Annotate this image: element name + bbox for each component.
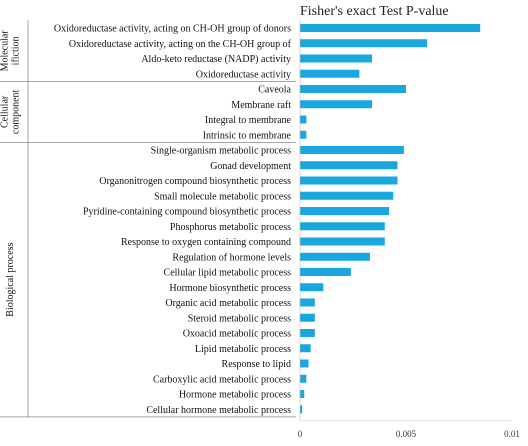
category-label: Gonad development (210, 161, 291, 172)
category-label: Single-organism metabolic process (151, 146, 291, 157)
group-labels-group: Molecular ifiction Cellular component Biolog… (0, 20, 296, 418)
bar (300, 298, 315, 307)
category-label: Organic acid metabolic process (165, 298, 291, 309)
bar (300, 24, 481, 32)
category-label: Oxidoreductase activity, acting on the C… (69, 39, 292, 50)
bar (300, 146, 404, 154)
bar (300, 344, 311, 353)
category-label: Membrane raft (231, 100, 291, 111)
category-label: Intrinsic to membrane (203, 130, 292, 141)
bar (300, 100, 373, 109)
bar (300, 161, 398, 170)
category-label: Oxoacid metabolic process (183, 329, 291, 340)
bar (300, 54, 373, 63)
group-label: Cellular (0, 95, 11, 128)
bar (300, 176, 398, 185)
category-label: Caveola (258, 85, 291, 96)
bar (300, 237, 385, 246)
chart-title: Fisher's exact Test P-value (300, 4, 449, 19)
category-label: Steroid metabolic process (188, 313, 291, 324)
bar (300, 313, 315, 322)
category-label: Organonitrogen compound biosynthetic pro… (99, 176, 291, 187)
category-label: Oxidoreductase activity, acting on CH-OH… (54, 24, 291, 35)
bar (300, 85, 406, 93)
x-tick-label: 0.005 (396, 429, 417, 439)
category-label: Regulation of hormone levels (172, 252, 291, 263)
bar (300, 252, 370, 261)
bar (300, 283, 324, 292)
bar (300, 191, 394, 200)
x-tick-label: 0 (298, 429, 303, 439)
category-label: Small molecule metabolic process (154, 191, 291, 202)
group-label: ifiction (11, 36, 22, 65)
category-label: Aldo-keto reductase (NADP) activity (141, 54, 291, 65)
bar (300, 115, 307, 124)
x-tick-label: 0.01 (504, 429, 520, 439)
bars-group (300, 24, 481, 414)
category-label: Phosphorus metabolic process (170, 222, 291, 233)
category-label: Hormone metabolic process (179, 390, 291, 401)
category-label: Cellular lipid metabolic process (164, 268, 292, 279)
category-label: Integral to membrane (205, 115, 292, 126)
category-label: Hormone biosynthetic process (169, 283, 291, 294)
group-label: component (11, 89, 22, 134)
bar (300, 268, 351, 276)
category-label: Oxidoreductase activity (196, 69, 291, 80)
bar (300, 207, 390, 215)
category-label: Lipid metabolic process (195, 344, 291, 355)
bar (300, 222, 385, 231)
x-axis: 0 0.005 0.01 (298, 20, 520, 439)
category-label: Carboxylic acid metabolic process (153, 374, 291, 385)
bar (300, 405, 303, 414)
bar (300, 390, 305, 398)
group-label: Biological process (5, 242, 16, 316)
category-label: Response to lipid (222, 359, 291, 370)
bar (300, 69, 360, 78)
category-labels-group: Oxidoreductase activity, acting on CH-OH… (54, 24, 292, 416)
bar (300, 39, 428, 48)
category-label: Cellular hormone metabolic process (146, 405, 291, 416)
bar (300, 359, 309, 368)
bar (300, 374, 307, 383)
bar (300, 130, 307, 139)
category-label: Pyridine-containing compound biosyntheti… (83, 207, 291, 218)
bar (300, 329, 315, 337)
group-label: Molecular (0, 30, 11, 72)
category-label: Response to oxygen containing compound (121, 237, 291, 248)
